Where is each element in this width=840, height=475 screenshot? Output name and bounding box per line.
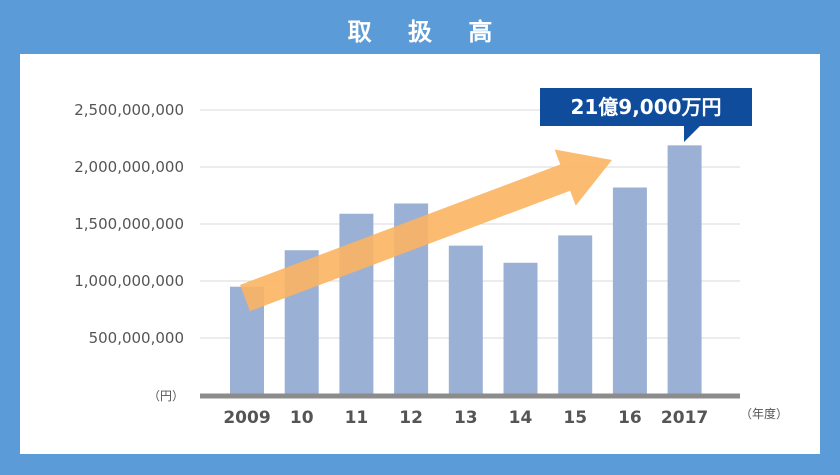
x-tick-label: 14 (509, 408, 533, 428)
y-tick-label: 2,000,000,000 (74, 158, 184, 176)
callout-label: 21億9,000万円 (570, 95, 721, 119)
x-tick-label: 16 (618, 408, 642, 428)
bars (230, 145, 702, 395)
x-tick-label: 2017 (661, 408, 708, 428)
x-tick-label: 11 (345, 408, 369, 428)
y-tick-label: 500,000,000 (89, 329, 184, 347)
x-tick-label: 10 (290, 408, 314, 428)
chart-title: 取 扱 高 (347, 18, 507, 46)
bar-15 (558, 235, 593, 395)
y-tick-label: 1,000,000,000 (74, 272, 184, 290)
y-tick-label: 1,500,000,000 (74, 215, 184, 233)
y-axis-ticks: 500,000,000 1,000,000,000 1,500,000,000 2,0… (74, 101, 184, 347)
y-tick-label: 2,500,000,000 (74, 101, 184, 119)
y-unit-label: （円） (148, 389, 184, 403)
callout: 21億9,000万円 (540, 88, 752, 142)
x-tick-label: 13 (454, 408, 478, 428)
bar-14 (503, 262, 538, 395)
x-axis-ticks: 2009 10 11 12 13 14 15 16 2017 (223, 408, 708, 428)
bar-13 (448, 245, 483, 395)
trend-arrow (240, 149, 612, 312)
callout-box (540, 88, 752, 142)
x-unit-label: （年度） (740, 406, 788, 421)
x-tick-label: 12 (399, 408, 423, 428)
x-tick-label: 2009 (223, 408, 270, 428)
bar-2017 (667, 145, 702, 395)
x-tick-label: 15 (563, 408, 587, 428)
bar-16 (612, 187, 647, 395)
